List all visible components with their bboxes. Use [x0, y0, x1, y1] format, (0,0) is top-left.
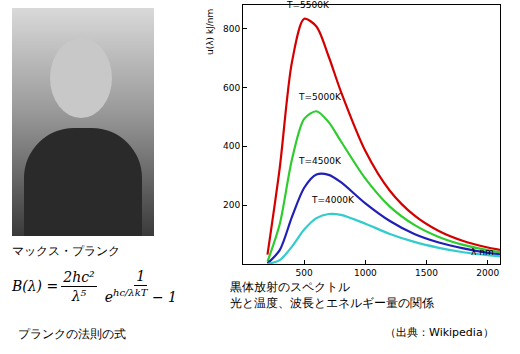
html-text:黒体放射のスペクトル: 黒体放射のスペクトル: [230, 280, 350, 294]
html-text:2hc²: 2hc²: [63, 268, 95, 285]
svg-text:T=5500K: T=5500K: [286, 0, 330, 10]
html-text:（出典：Wikipedia）: （出典：Wikipedia）: [385, 326, 494, 339]
html-text:λ⁵: λ⁵: [71, 287, 87, 304]
svg-text:T=4000K: T=4000K: [311, 195, 355, 205]
svg-text:u(λ) kJ/nm: u(λ) kJ/nm: [205, 9, 215, 55]
svg-text:500: 500: [296, 268, 313, 278]
svg-text:1000: 1000: [354, 268, 377, 278]
html-text:プランクの法則の式: プランクの法則の式: [18, 327, 126, 341]
svg-text:800: 800: [223, 24, 240, 34]
html-text:マックス・プランク: マックス・プランク: [12, 244, 120, 258]
svg-text:600: 600: [223, 83, 240, 93]
svg-text:400: 400: [223, 141, 240, 151]
svg-text:2000: 2000: [476, 268, 499, 278]
html-text:光と温度、波長とエネルギー量の関係: 光と温度、波長とエネルギー量の関係: [230, 296, 434, 310]
html-text:1: 1: [136, 268, 146, 284]
svg-text:T=4500K: T=4500K: [298, 156, 342, 166]
svg-text:200: 200: [223, 200, 240, 210]
html-text:ehc/λkT− 1: ehc/λkT− 1: [104, 287, 177, 305]
html-text:B(λ) =: B(λ) =: [12, 278, 59, 295]
svg-text:λ nm: λ nm: [471, 247, 494, 257]
svg-text:T=5000K: T=5000K: [298, 92, 342, 102]
svg-text:1500: 1500: [415, 268, 438, 278]
